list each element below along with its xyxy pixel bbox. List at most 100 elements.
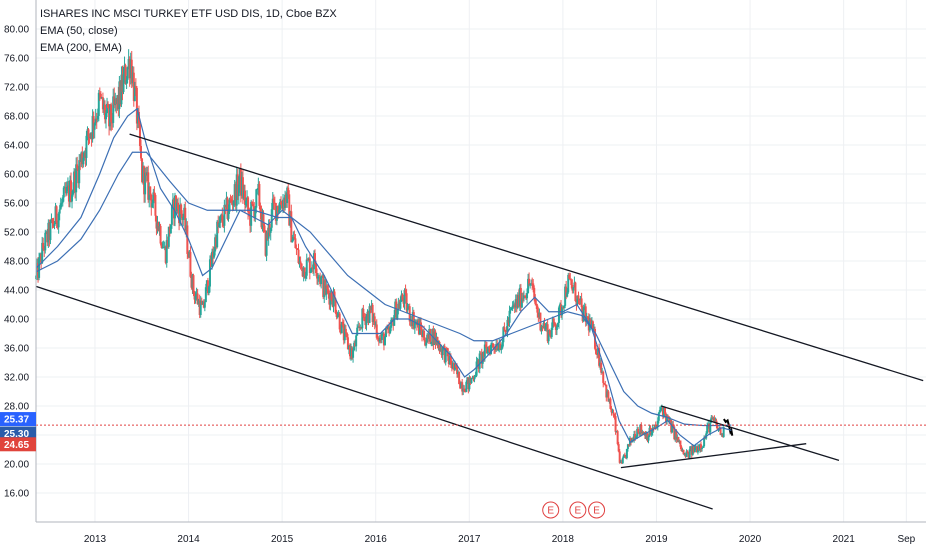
candle-body [193, 293, 196, 300]
candle-body [245, 200, 248, 205]
candle-body [67, 185, 70, 202]
candle-body [416, 320, 419, 326]
candle-body [382, 333, 385, 346]
earnings-marker [542, 501, 560, 519]
candle-body [224, 204, 227, 208]
candle-body [528, 278, 531, 285]
x-tick-label: 2018 [552, 534, 575, 545]
candle-body [605, 384, 608, 398]
candle-body [98, 92, 101, 94]
candle-body [659, 407, 662, 410]
candle-body [268, 223, 271, 233]
candle-body [713, 417, 716, 423]
earnings-marker-label: E [575, 506, 582, 517]
candle-body [64, 187, 67, 194]
candle-body [621, 458, 624, 464]
candle-body [406, 308, 409, 311]
candle-body [286, 187, 289, 203]
candle-body [145, 172, 148, 176]
candle-body [187, 253, 190, 258]
y-tick-label: 68.00 [4, 112, 29, 123]
candle-body [240, 177, 243, 196]
candle-body [677, 436, 680, 443]
trendline [620, 443, 807, 469]
candle-body [297, 249, 300, 264]
candle-body [350, 348, 353, 357]
candle-body [353, 342, 356, 351]
candle-body [186, 225, 189, 254]
candle-body [564, 286, 567, 306]
candle-body [352, 350, 355, 358]
candle-body [479, 353, 482, 355]
candle-body [327, 289, 330, 295]
candle-body [267, 223, 270, 239]
candle-body [697, 446, 700, 450]
candle-body [280, 202, 283, 205]
candle-body [82, 157, 85, 165]
price-label: 25.37 [4, 415, 29, 426]
candle-body [531, 283, 534, 285]
candle-body [440, 347, 443, 356]
candle-series [35, 49, 734, 464]
candle-body [109, 104, 112, 127]
candle-body [47, 222, 50, 243]
candle-body [591, 321, 594, 331]
candle-body [141, 158, 144, 182]
candle-body [86, 129, 89, 136]
candle-body [478, 353, 481, 369]
x-tick-label: 2013 [84, 534, 107, 545]
candle-body [691, 446, 694, 455]
candle-body [183, 207, 186, 217]
candle-body [703, 437, 706, 447]
candle-body [356, 327, 359, 336]
candle-body [215, 237, 218, 248]
candle-body [392, 318, 395, 326]
candle-body [318, 276, 321, 278]
candle-body [254, 207, 257, 218]
candle-body [466, 377, 469, 382]
candle-body [386, 328, 389, 330]
candle-body [360, 327, 363, 329]
candle-body [616, 431, 619, 445]
candle-body [93, 123, 96, 130]
candle-body [706, 425, 709, 434]
candle-body [540, 326, 543, 331]
candle-body [494, 348, 497, 351]
candle-body [498, 343, 501, 349]
candle-body [301, 267, 304, 277]
candle-body [417, 320, 420, 335]
candle-body [589, 319, 592, 328]
legend-ema50[interactable]: EMA (50, close) [40, 25, 118, 37]
candle-body [225, 197, 228, 208]
candle-body [654, 424, 657, 428]
candle-body [515, 299, 518, 308]
candle-body [38, 257, 41, 278]
candle-body [223, 204, 226, 226]
candle-body [603, 382, 606, 385]
candle-body [332, 291, 335, 307]
candle-body [150, 194, 153, 208]
candle-body [190, 276, 193, 288]
candle-body [482, 352, 485, 357]
candle-body [307, 258, 310, 261]
candle-body [393, 315, 396, 326]
candle-body [604, 384, 607, 386]
candle-body [242, 190, 245, 199]
candle-body [250, 201, 253, 226]
legend-ema200[interactable]: EMA (200, EMA) [40, 42, 122, 54]
candle-body [265, 232, 268, 256]
candle-body [229, 199, 232, 201]
y-tick-label: 60.00 [4, 170, 29, 181]
candle-body [58, 209, 61, 214]
candle-body [81, 152, 84, 165]
candle-body [558, 304, 561, 308]
candle-body [277, 210, 280, 213]
candle-body [491, 343, 494, 345]
candle-body [238, 168, 241, 185]
candle-body [185, 225, 188, 231]
candle-body [290, 211, 293, 243]
candle-body [687, 452, 690, 458]
candle-body [333, 291, 336, 299]
